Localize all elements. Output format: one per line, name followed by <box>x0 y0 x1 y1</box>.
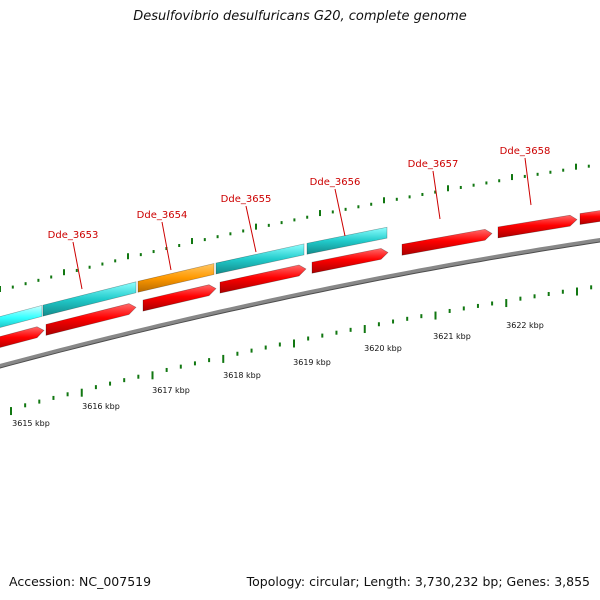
accession-text: Accession: NC_007519 <box>9 574 152 589</box>
scale-label-2: 3616 kbp <box>82 402 120 411</box>
forward-gene <box>311 248 389 274</box>
reverse-gene <box>42 281 137 317</box>
reverse-gene <box>137 263 215 293</box>
scale-label-5: 3619 kbp <box>293 358 331 367</box>
gene-label-2: Dde_3654 <box>137 210 188 221</box>
scale-label-1: 3615 kbp <box>12 419 50 428</box>
forward-gene <box>142 284 217 312</box>
scale-label-7: 3621 kbp <box>433 332 471 341</box>
gene-layer <box>0 210 600 348</box>
forward-gene <box>219 264 307 294</box>
reverse-gene <box>215 243 305 275</box>
scale-label-3: 3617 kbp <box>152 386 190 395</box>
map-title: Desulfovibrio desulfuricans G20, complet… <box>133 9 467 24</box>
forward-gene <box>45 303 137 336</box>
gene-label-3: Dde_3655 <box>221 194 272 205</box>
forward-gene <box>401 228 493 256</box>
reverse-gene <box>0 305 43 328</box>
gene-label-leader <box>245 205 257 253</box>
gene-label-1: Dde_3653 <box>48 230 99 241</box>
forward-gene <box>579 210 600 225</box>
gene-label-4: Dde_3656 <box>310 177 361 188</box>
scale-label-4: 3618 kbp <box>223 371 261 380</box>
callout-layer <box>72 157 532 290</box>
gene-label-leader <box>72 241 83 290</box>
gene-label-leader <box>161 221 172 271</box>
gene-label-leader <box>334 188 346 237</box>
scale-label-6: 3620 kbp <box>364 344 402 353</box>
text-layer: Dde_3653 Dde_3654 Dde_3655 Dde_3656 Dde_3657… <box>12 146 550 428</box>
gene-label-5: Dde_3657 <box>408 159 459 170</box>
gene-label-leader <box>524 157 532 206</box>
genome-summary-text: Topology: circular; Length: 3,730,232 bp… <box>246 574 590 589</box>
genome-backbone <box>0 237 600 369</box>
tick-layer <box>0 163 593 416</box>
forward-gene <box>0 326 45 348</box>
backbone-layer <box>0 237 600 369</box>
reverse-gene <box>306 226 388 255</box>
forward-gene <box>497 214 578 239</box>
genome-backbone-shadow <box>0 241 600 369</box>
gene-label-6: Dde_3658 <box>500 146 551 157</box>
scale-label-8: 3622 kbp <box>506 321 544 330</box>
gene-label-leader <box>432 170 441 220</box>
